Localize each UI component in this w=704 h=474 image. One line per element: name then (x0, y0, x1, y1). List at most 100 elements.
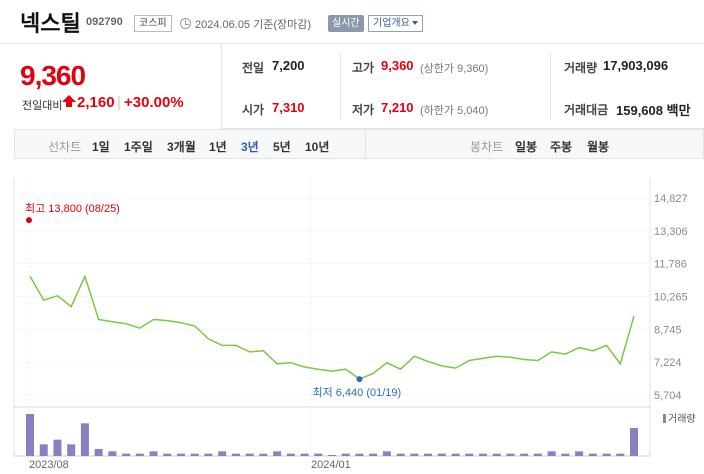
volume-label: 거래량 (564, 61, 598, 75)
period-1w[interactable]: 1주일 (124, 140, 153, 154)
volume-bar (273, 451, 282, 456)
volume-bar (39, 444, 48, 456)
volume-bar (314, 453, 323, 456)
volume-bar (451, 453, 460, 456)
low-label: 저가 (352, 103, 375, 117)
volume-bar (190, 453, 199, 456)
date-basis: 2024.06.05 기준(장마감) (195, 16, 311, 32)
y-tick-label: 14,827 (654, 193, 688, 205)
volume-value: 17,903,096 (603, 58, 669, 73)
price-chart[interactable]: 14,827 13,306 11,786 10,265 8,745 7,224 5,704 2… (0, 170, 704, 474)
high-marker (26, 217, 32, 224)
volume-bar (163, 453, 172, 456)
volume-bar (149, 451, 158, 456)
volume-bar (616, 453, 625, 456)
volume-bar (492, 453, 501, 456)
candle-daily[interactable]: 일봉 (515, 140, 538, 154)
x-tick-label: 2024/01 (311, 459, 351, 471)
volume-bar (286, 453, 295, 456)
y-tick-label: 13,306 (654, 226, 688, 238)
period-3y[interactable]: 3년 (241, 140, 259, 154)
y-tick-label: 8,745 (654, 324, 682, 336)
volume-bar (231, 453, 240, 456)
volume-bar (533, 453, 542, 456)
realtime-button[interactable]: 실시간 (328, 15, 364, 32)
volume-bar (108, 451, 117, 456)
low-marker (356, 376, 363, 383)
change-amount: 2,160 (77, 94, 115, 111)
candle-weekly[interactable]: 주봉 (550, 140, 573, 154)
volume-bar (218, 451, 227, 456)
volume-bar (80, 423, 89, 456)
volume-bar (135, 453, 144, 456)
stock-name: 넥스틸 (20, 11, 81, 36)
volume-bar (341, 453, 350, 456)
volume-bar (259, 453, 268, 456)
volume-bar (630, 428, 638, 456)
volume-bar (122, 453, 131, 456)
period-1d[interactable]: 1일 (92, 140, 110, 154)
up-arrow-icon (62, 95, 76, 107)
volume-bar (396, 453, 405, 456)
change-rate: +30.00% (124, 94, 184, 111)
chevron-down-icon (411, 21, 418, 26)
volume-legend-label: 거래량 (668, 413, 696, 425)
volume-bar (588, 453, 597, 456)
stock-code: 092790 (86, 16, 123, 28)
candle-monthly[interactable]: 월봉 (587, 140, 610, 154)
basis-text: 기준(장마감) (253, 19, 312, 31)
price-panel: 9,360 전일대비 2,160 | +30.00% (0, 44, 222, 128)
volume-bar (355, 453, 364, 456)
volume-bar (328, 455, 336, 456)
volume-bar (53, 439, 62, 456)
volume-bar (424, 453, 433, 456)
open-label: 시가 (242, 103, 265, 117)
volume-legend-swatch (663, 414, 666, 423)
volume-bar (602, 453, 611, 456)
volume-bar (94, 449, 103, 456)
company-info-button[interactable]: 기업개요 (368, 15, 423, 32)
lower-limit: (하한가 5,040) (420, 105, 489, 117)
volume-bar (437, 453, 446, 456)
period-1y[interactable]: 1년 (209, 140, 227, 154)
toolbar-separator (365, 130, 366, 158)
line-chart-label: 선차트 (48, 140, 82, 154)
candle-chart-label: 봉차트 (470, 140, 504, 154)
current-price: 9,360 (20, 60, 86, 91)
volume-bar (177, 453, 185, 456)
prev-close-label: 전일 (242, 61, 265, 75)
volume-bar (561, 453, 570, 456)
y-tick-label: 5,704 (654, 390, 682, 402)
low-value: 7,210 (381, 100, 414, 115)
volume-bar (520, 453, 529, 456)
open-value: 7,310 (272, 100, 305, 115)
change-separator: | (117, 94, 121, 111)
high-label: 고가 (352, 61, 375, 75)
volume-bar (67, 444, 76, 456)
volume-bar (465, 453, 474, 456)
volume-bar (204, 453, 213, 456)
company-info-label: 기업개요 (373, 18, 410, 29)
volume-bar (300, 453, 309, 456)
stat-divider (340, 52, 341, 120)
date-value: 2024.06.05 (195, 19, 251, 31)
y-tick-label: 11,786 (654, 259, 687, 271)
stats-divider (222, 128, 704, 129)
x-tick-label: 2023/08 (29, 459, 69, 471)
volume-bar (382, 451, 391, 456)
clock-icon (180, 18, 191, 29)
period-3m[interactable]: 3개월 (167, 140, 196, 154)
volume-bar (506, 453, 515, 456)
y-tick-label: 7,224 (654, 357, 682, 369)
volume-bar (245, 453, 254, 456)
volume-bar (547, 451, 556, 456)
high-annotation: 최고 13,800 (08/25) (25, 202, 120, 215)
volume-bar (410, 453, 419, 456)
high-value: 9,360 (381, 58, 414, 73)
upper-limit: (상한가 9,360) (420, 63, 489, 75)
y-tick-label: 10,265 (654, 292, 688, 304)
low-annotation: 최저 6,440 (01/19) (312, 386, 401, 399)
period-10y[interactable]: 10년 (305, 140, 330, 154)
amount-label: 거래대금 (564, 103, 609, 117)
period-5y[interactable]: 5년 (273, 140, 291, 154)
